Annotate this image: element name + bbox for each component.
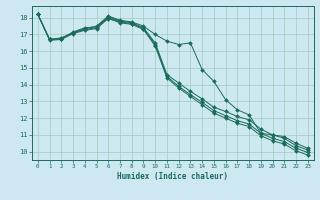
X-axis label: Humidex (Indice chaleur): Humidex (Indice chaleur)	[117, 172, 228, 181]
